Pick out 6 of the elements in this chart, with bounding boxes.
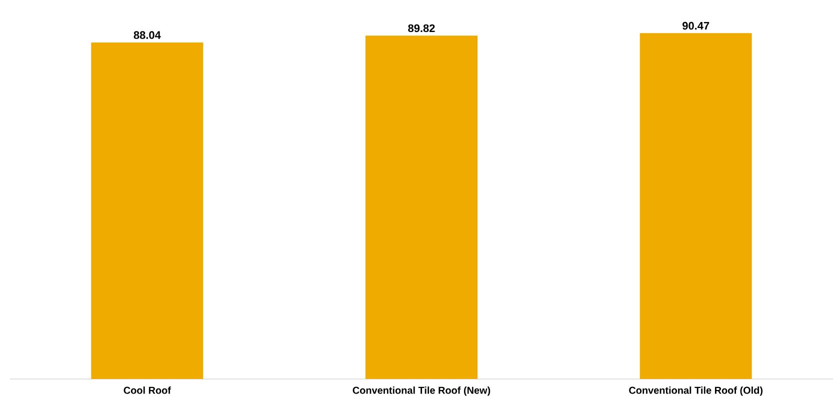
x-tick-label: Conventional Tile Roof (New) xyxy=(352,386,490,396)
data-label: 89.82 xyxy=(408,24,435,32)
data-label: 90.47 xyxy=(682,22,710,30)
data-label: 88.04 xyxy=(134,31,161,39)
x-tick-label: Cool Roof xyxy=(124,386,171,394)
x-tick-label: Conventional Tile Roof (Old) xyxy=(629,386,763,396)
